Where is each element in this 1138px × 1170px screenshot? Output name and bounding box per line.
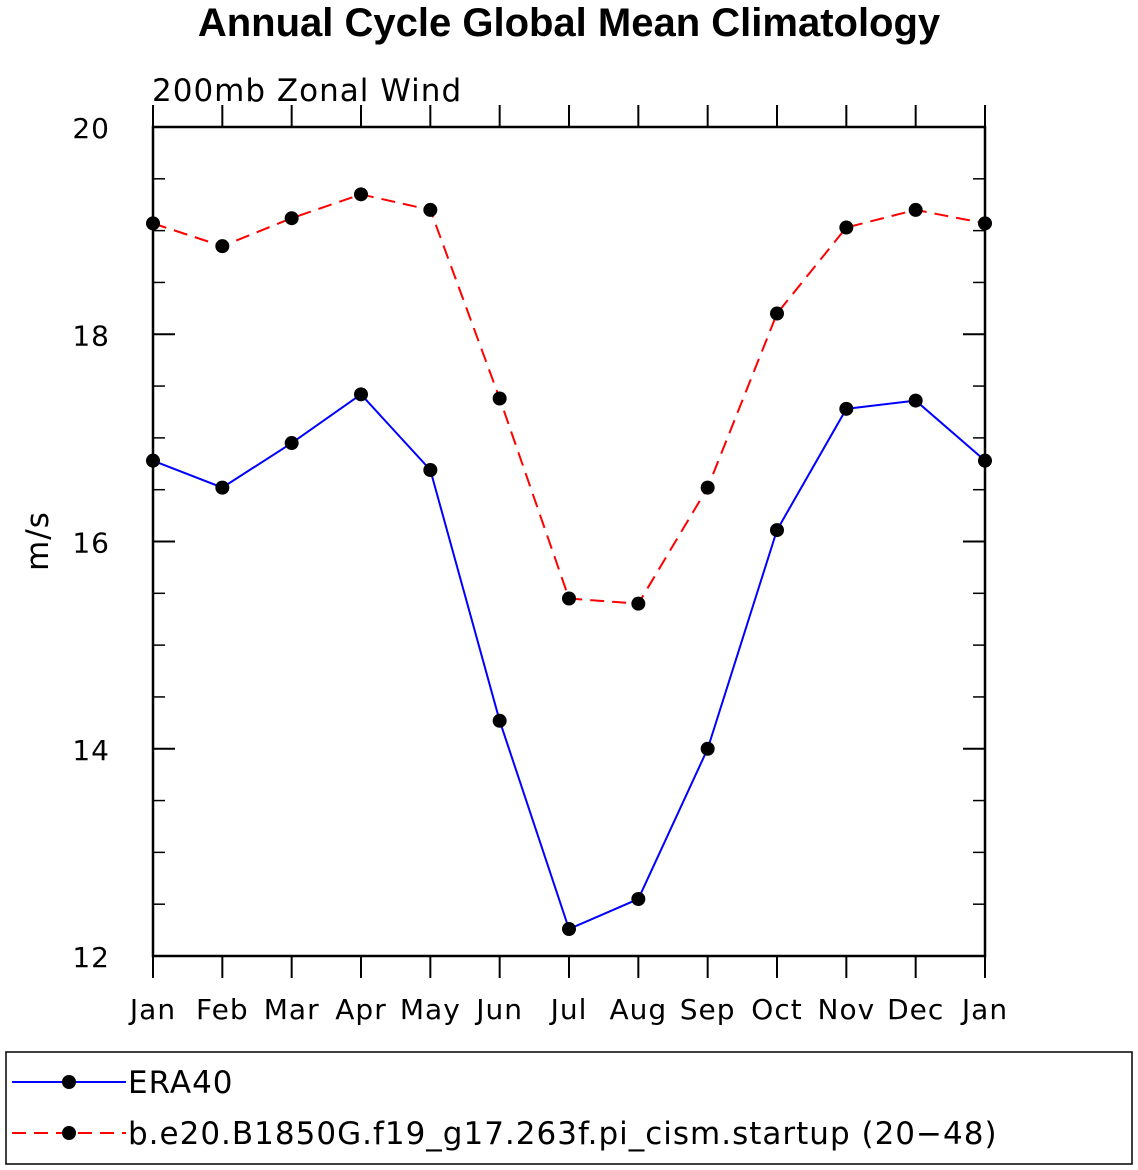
y-tick-label: 14 [72, 734, 110, 767]
y-tick-label: 12 [72, 941, 110, 974]
data-point [284, 436, 299, 451]
data-point [146, 453, 160, 468]
y-tick-label: 18 [72, 319, 110, 352]
x-tick-label: Aug [609, 993, 667, 1026]
legend-marker [62, 1075, 76, 1089]
data-point [631, 596, 646, 611]
series-line-1 [152, 193, 986, 605]
axis-ticks [152, 105, 986, 978]
y-tick-label: 16 [72, 527, 110, 560]
data-point [562, 591, 576, 606]
x-tick-label: Sep [680, 993, 736, 1026]
data-point [146, 216, 160, 231]
data-point [492, 391, 507, 406]
data-point [215, 239, 230, 254]
data-point [354, 387, 368, 402]
data-point [908, 202, 923, 217]
legend-marker [62, 1126, 76, 1140]
data-point [770, 523, 784, 538]
x-tick-label: Nov [818, 993, 876, 1026]
x-tick-label: Apr [335, 993, 386, 1026]
data-point [423, 202, 438, 217]
x-tick-label: Oct [751, 993, 802, 1026]
legend-label-1: b.e20.B1850G.f19_g17.263f.pi_cism.startu… [128, 1116, 998, 1152]
axis-tick-labels: Jan Feb Mar Apr May Jun Jul Aug Sep Oct Nov Dec Jan 1… [72, 112, 1008, 1026]
data-point [978, 453, 992, 468]
x-tick-label: Jul [549, 993, 588, 1026]
x-tick-label: Dec [887, 993, 944, 1026]
data-point [284, 211, 299, 226]
data-point [215, 480, 230, 495]
x-tick-label: Mar [264, 993, 320, 1026]
data-point [492, 713, 507, 728]
chart-title: Annual Cycle Global Mean Climatology [198, 1, 941, 45]
x-tick-label: May [400, 993, 461, 1026]
data-point [978, 216, 992, 231]
legend: ERA40 b.e20.B1850G.f19_g17.263f.pi_cism.s… [12, 1065, 998, 1152]
legend-box [5, 1051, 1133, 1165]
data-point [700, 741, 715, 756]
data-point [423, 462, 438, 477]
y-tick-label: 20 [72, 112, 110, 145]
data-point [770, 306, 784, 321]
x-tick-label: Jun [474, 993, 523, 1026]
plot-frame [151, 125, 987, 958]
data-point [700, 480, 715, 495]
x-tick-label: Jan [960, 993, 1008, 1026]
x-tick-label: Jan [128, 993, 176, 1026]
data-point [631, 892, 646, 907]
legend-label-0: ERA40 [128, 1065, 234, 1101]
series-layer [146, 187, 992, 937]
data-point [562, 922, 576, 937]
chart-subtitle: 200mb Zonal Wind [152, 73, 462, 109]
x-tick-label: Feb [196, 993, 249, 1026]
data-point [839, 220, 854, 235]
data-point [839, 401, 854, 416]
data-point [354, 187, 368, 202]
y-axis-label: m/s [20, 511, 56, 571]
data-point [908, 393, 923, 408]
series-line-0 [152, 393, 986, 931]
